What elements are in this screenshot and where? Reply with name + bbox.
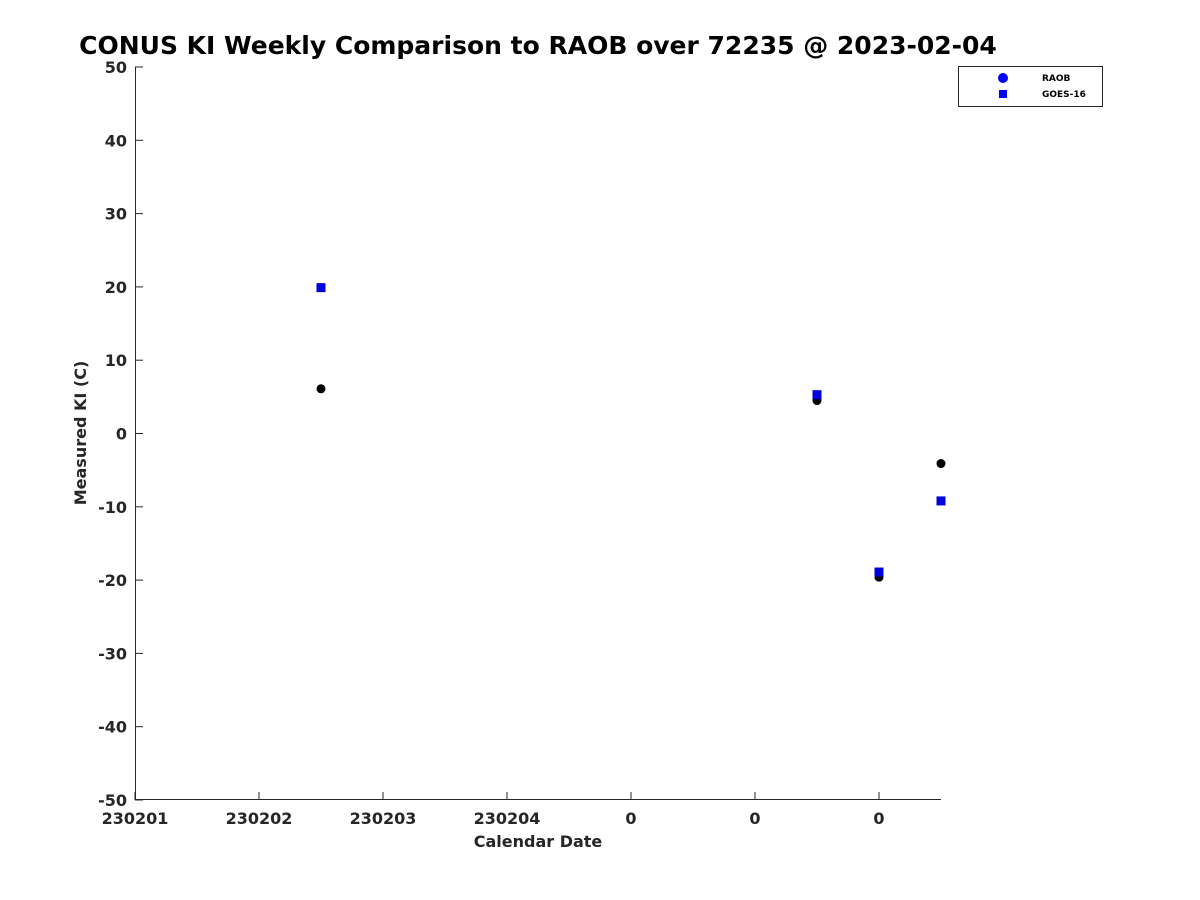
x-tick-label: 0 xyxy=(625,809,636,828)
legend-box xyxy=(958,66,1103,107)
x-tick-label: 230204 xyxy=(474,809,541,828)
chart-title: CONUS KI Weekly Comparison to RAOB over … xyxy=(79,31,997,60)
legend-raob-marker xyxy=(998,73,1008,83)
y-tick-label: 20 xyxy=(105,278,127,297)
raob-point xyxy=(936,459,946,469)
y-tick-label: 30 xyxy=(105,205,127,224)
y-tick-label: 50 xyxy=(105,58,127,77)
x-ticks: 230201 230202 230203 230204 0 0 0 xyxy=(102,792,885,828)
x-tick-label: 0 xyxy=(873,809,884,828)
y-tick-label: -20 xyxy=(98,571,127,590)
y-tick-label: 40 xyxy=(105,131,127,150)
axes xyxy=(135,67,941,800)
x-tick-label: 0 xyxy=(749,809,760,828)
goes-16-point xyxy=(936,496,946,506)
raob-point xyxy=(316,384,326,394)
y-tick-label: -10 xyxy=(98,498,127,517)
y-tick-label: 0 xyxy=(116,425,127,444)
goes-16-point xyxy=(812,390,822,400)
x-tick-label: 230202 xyxy=(226,809,293,828)
y-tick-label: -30 xyxy=(98,644,127,663)
x-tick-label: 230203 xyxy=(350,809,417,828)
legend-goes-label: GOES-16 xyxy=(1042,90,1086,100)
y-tick-label: 10 xyxy=(105,351,127,370)
y-tick-label: -40 xyxy=(98,718,127,737)
data-points xyxy=(316,283,946,582)
goes-16-point xyxy=(874,567,884,577)
legend-raob-label: RAOB xyxy=(1042,74,1071,84)
legend-goes-marker xyxy=(999,90,1007,98)
x-tick-label: 230201 xyxy=(102,809,169,828)
y-ticks: 50 40 30 20 10 0 -10 -20 -30 -40 -50 xyxy=(98,58,143,810)
y-axis-label: Measured KI (C) xyxy=(71,361,90,506)
x-axis-label: Calendar Date xyxy=(474,832,603,851)
y-tick-label: -50 xyxy=(98,791,127,810)
goes-16-point xyxy=(316,283,326,293)
legend: RAOB GOES-16 xyxy=(958,66,1103,107)
